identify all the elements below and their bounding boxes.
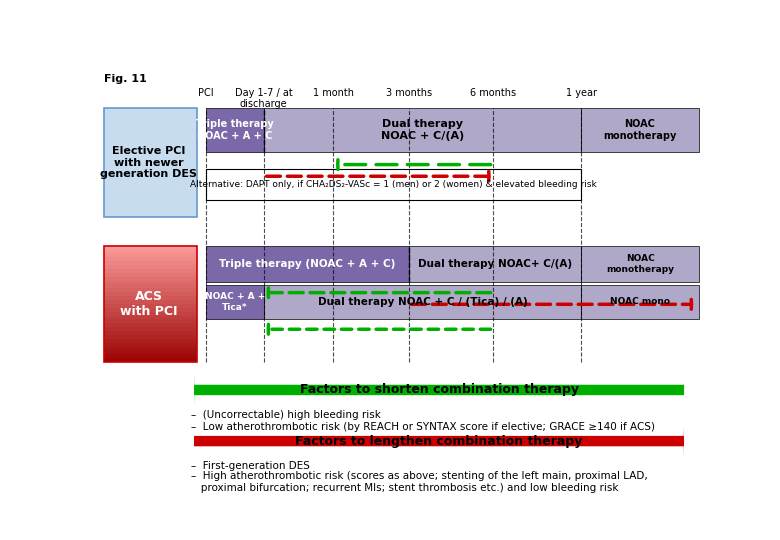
Text: –  First-generation DES: – First-generation DES bbox=[191, 461, 310, 471]
Text: Dual therapy NOAC + C / (Tica) / (A): Dual therapy NOAC + C / (Tica) / (A) bbox=[317, 297, 527, 307]
Text: –  High atherothrombotic risk (scores as above; stenting of the left main, proxi: – High atherothrombotic risk (scores as … bbox=[191, 471, 648, 492]
Bar bbox=[104, 265, 197, 269]
Bar bbox=[104, 300, 197, 304]
FancyBboxPatch shape bbox=[104, 109, 197, 217]
Text: NOAC + A +
Tica*: NOAC + A + Tica* bbox=[205, 292, 265, 312]
Text: –  (Uncorrectable) high bleeding risk: – (Uncorrectable) high bleeding risk bbox=[191, 410, 381, 420]
Text: NOAC
monotherapy: NOAC monotherapy bbox=[606, 254, 674, 274]
Bar bbox=[104, 246, 197, 362]
Bar bbox=[104, 347, 197, 350]
Text: 1 month: 1 month bbox=[313, 87, 354, 98]
Text: PCI: PCI bbox=[198, 87, 215, 98]
Bar bbox=[206, 168, 581, 200]
Bar bbox=[104, 308, 197, 312]
Bar bbox=[581, 109, 699, 152]
Bar bbox=[104, 269, 197, 273]
Text: –  Low atherothrombotic risk (by REACH or SYNTAX score if elective; GRACE ≥140 i: – Low atherothrombotic risk (by REACH or… bbox=[191, 422, 655, 433]
Bar bbox=[581, 246, 699, 282]
Bar bbox=[206, 246, 409, 282]
Bar bbox=[104, 350, 197, 354]
Bar bbox=[104, 312, 197, 315]
Text: NOAC
monotherapy: NOAC monotherapy bbox=[604, 119, 677, 141]
Bar bbox=[104, 358, 197, 362]
Bar bbox=[104, 323, 197, 327]
Text: Dual therapy
NOAC + C/(A): Dual therapy NOAC + C/(A) bbox=[381, 119, 464, 141]
Text: Triple therapy
NOAC + A + C: Triple therapy NOAC + A + C bbox=[196, 119, 274, 141]
Bar bbox=[104, 288, 197, 292]
Text: Elective PCI
with newer
generation DES: Elective PCI with newer generation DES bbox=[101, 146, 197, 179]
Bar bbox=[104, 261, 197, 265]
Bar bbox=[104, 319, 197, 323]
Bar bbox=[104, 273, 197, 276]
Text: ACS
with PCI: ACS with PCI bbox=[120, 290, 178, 318]
Text: 3 months: 3 months bbox=[386, 87, 432, 98]
Bar bbox=[104, 276, 197, 281]
Bar bbox=[104, 354, 197, 358]
Text: Alternative: DAPT only, if CHA₂DS₂-VASc = 1 (men) or 2 (women) & elevated bleedi: Alternative: DAPT only, if CHA₂DS₂-VASc … bbox=[190, 180, 597, 189]
Bar bbox=[104, 335, 197, 339]
Text: Factors to lengthen combination therapy: Factors to lengthen combination therapy bbox=[296, 435, 583, 448]
Bar bbox=[104, 285, 197, 288]
Text: Triple therapy (NOAC + A + C): Triple therapy (NOAC + A + C) bbox=[219, 259, 395, 269]
Text: Factors to shorten combination therapy: Factors to shorten combination therapy bbox=[300, 383, 579, 396]
Bar bbox=[104, 343, 197, 347]
Bar bbox=[104, 304, 197, 308]
Bar bbox=[104, 339, 197, 343]
Bar bbox=[409, 246, 581, 282]
Bar bbox=[581, 285, 699, 319]
Bar bbox=[104, 327, 197, 331]
Bar bbox=[104, 292, 197, 296]
Bar bbox=[264, 109, 581, 152]
Bar bbox=[104, 296, 197, 300]
Text: 1 year: 1 year bbox=[566, 87, 597, 98]
Bar bbox=[206, 109, 264, 152]
Bar bbox=[104, 249, 197, 253]
Text: Day 1-7 / at
discharge: Day 1-7 / at discharge bbox=[235, 87, 292, 109]
Text: 6 months: 6 months bbox=[470, 87, 516, 98]
Bar bbox=[104, 253, 197, 258]
Text: Dual therapy NOAC+ C/(A): Dual therapy NOAC+ C/(A) bbox=[418, 259, 572, 269]
Text: NOAC mono: NOAC mono bbox=[610, 298, 670, 306]
Bar bbox=[104, 258, 197, 261]
Bar bbox=[104, 281, 197, 285]
Bar bbox=[104, 331, 197, 335]
Bar bbox=[104, 246, 197, 249]
Bar bbox=[206, 285, 264, 319]
Text: Fig. 11: Fig. 11 bbox=[104, 74, 147, 84]
Bar bbox=[104, 315, 197, 319]
Bar bbox=[264, 285, 581, 319]
